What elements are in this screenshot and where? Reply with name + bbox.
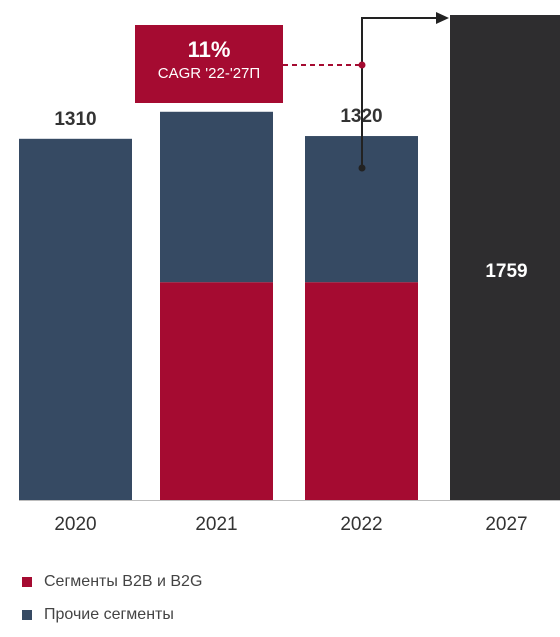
legend: Сегменты B2B и B2G Прочие сегменты: [22, 571, 202, 637]
legend-swatch-b2b: [22, 577, 32, 587]
cagr-label: CAGR '22-'27П: [157, 65, 261, 82]
legend-item-other: Прочие сегменты: [22, 604, 202, 626]
legend-item-b2b: Сегменты B2B и B2G: [22, 571, 202, 593]
legend-label-b2b: Сегменты B2B и B2G: [44, 573, 203, 590]
cagr-leader-dot: [358, 61, 366, 69]
x-tick-2027: 2027: [485, 514, 527, 535]
cagr-start-dot: [358, 164, 366, 172]
bar-2020-other: [19, 138, 132, 500]
cagr-arrowhead: [436, 12, 449, 24]
cagr-value: 11%: [187, 37, 231, 62]
cagr-connector-line: [361, 17, 438, 168]
bar-2021-other: [160, 111, 273, 283]
total-label-2020: 1310: [54, 109, 96, 130]
bar-2021-b2b: [160, 282, 273, 500]
bar-2027-forecast: [450, 15, 560, 500]
total-label-2027: 1759: [485, 261, 527, 282]
bar-2022-b2b: [305, 282, 418, 500]
cagr-annotation-box: 11% CAGR '22-'27П: [135, 25, 283, 103]
legend-swatch-other: [22, 610, 32, 620]
x-tick-2022: 2022: [340, 514, 382, 535]
x-tick-2020: 2020: [54, 514, 96, 535]
x-tick-2021: 2021: [195, 514, 237, 535]
legend-label-other: Прочие сегменты: [44, 606, 174, 623]
